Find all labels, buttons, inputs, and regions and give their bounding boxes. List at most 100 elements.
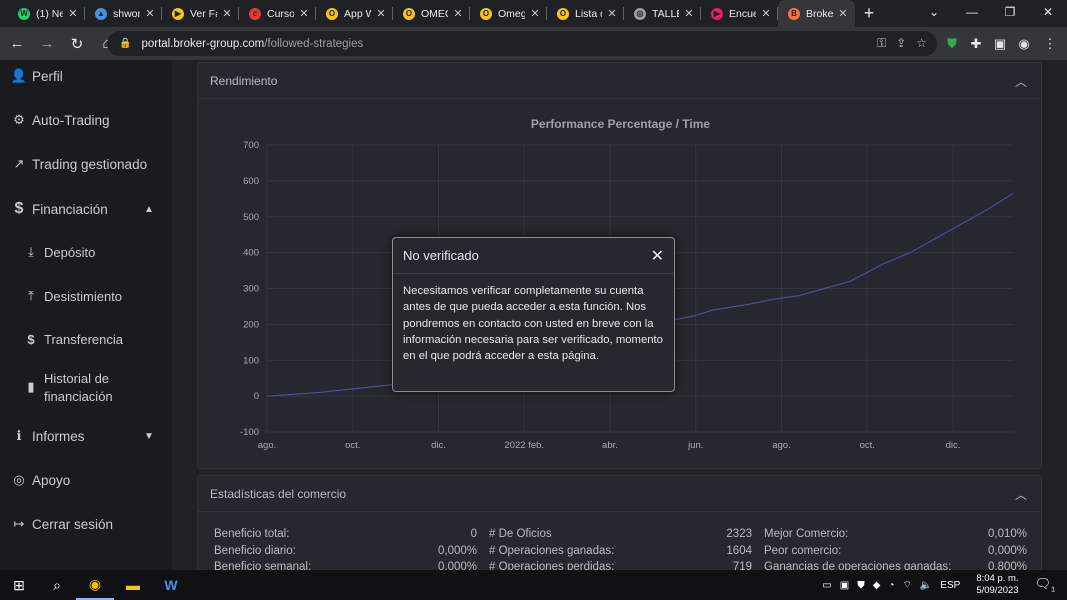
browser-tab[interactable]: ◎ TALLE ✕ bbox=[624, 0, 701, 27]
sidebar-item-apoyo[interactable]: ◎ Apoyo bbox=[10, 472, 70, 488]
sidebar-item-transferencia[interactable]: $ Transferencia bbox=[22, 332, 123, 347]
volume-icon[interactable]: 🔈 bbox=[919, 579, 933, 591]
tab-close-icon[interactable]: ✕ bbox=[145, 8, 155, 20]
tab-favicon-icon: B bbox=[788, 7, 800, 20]
browser-tab[interactable]: B Broke ✕ bbox=[778, 0, 855, 27]
stat-label: Ganancias de operaciones ganadas: bbox=[764, 561, 952, 570]
tab-favicon-icon: O bbox=[480, 7, 492, 20]
tab-close-icon[interactable]: ✕ bbox=[761, 8, 771, 20]
browser-tab[interactable]: ▶ Ver Fa ✕ bbox=[162, 0, 239, 27]
tab-favicon-icon: ▶ bbox=[711, 7, 723, 20]
browser-tab[interactable]: ▶ Encue ✕ bbox=[701, 0, 778, 27]
browser-tab[interactable]: c Curso ✕ bbox=[239, 0, 316, 27]
tab-close-icon[interactable]: ✕ bbox=[222, 8, 232, 20]
sidebar-item-financiacion[interactable]: $ Financiación ▲ bbox=[10, 200, 170, 218]
tab-close-icon[interactable]: ✕ bbox=[530, 8, 540, 20]
tab-label: Broke bbox=[806, 7, 833, 20]
sidebar-item-cerrar-sesion[interactable]: ↦ Cerrar sesión bbox=[10, 516, 113, 532]
stats-column-3: Mejor Comercio: 0,010% Peor comercio: 0,000… bbox=[764, 526, 1027, 570]
download-icon: ⤓ bbox=[28, 244, 34, 259]
dollar-icon: $ bbox=[14, 200, 24, 217]
sidebar-item-historial[interactable]: ▮ Historial de financiación bbox=[22, 370, 112, 406]
stats-card: Estadísticas del comercio ︿ Beneficio to… bbox=[197, 475, 1042, 570]
restore-icon[interactable]: ❐ bbox=[1004, 5, 1016, 19]
reload-icon[interactable]: ↻ bbox=[70, 35, 84, 53]
sidebar-item-perfil[interactable]: 👤 Perfil bbox=[10, 68, 63, 84]
system-tray: ▭ ▣ ⛊ ◆ ◔ ⌔ 🔈 ESP 8:04 p. m. 5/09/2023 🗨… bbox=[818, 570, 1067, 600]
clock[interactable]: 8:04 p. m. 5/09/2023 bbox=[972, 573, 1022, 597]
y-tick-label: 0 bbox=[254, 391, 259, 402]
puzzle-extension-icon[interactable]: ✚ bbox=[970, 35, 982, 51]
x-tick-label: dic. bbox=[946, 440, 961, 451]
network-icon[interactable]: ◔ bbox=[888, 579, 895, 591]
lifebuoy-icon: ◎ bbox=[13, 472, 25, 487]
close-icon[interactable]: ✕ bbox=[650, 248, 664, 265]
chrome-icon[interactable]: ◉ bbox=[76, 570, 114, 600]
address-bar[interactable]: 🔒 portal.broker-group.com/followed-strat… bbox=[107, 31, 937, 56]
tab-close-icon[interactable]: ✕ bbox=[68, 8, 78, 20]
sidebar-item-deposito[interactable]: ⤓ Depósito bbox=[22, 244, 95, 260]
star-icon[interactable]: ☆ bbox=[916, 36, 927, 50]
browser-tab[interactable]: ▲ shwon ✕ bbox=[85, 0, 162, 27]
url-host: portal.broker-group.com bbox=[141, 37, 265, 50]
menu-icon[interactable]: ⋮ bbox=[1043, 35, 1057, 51]
x-tick-label: oct. bbox=[345, 440, 360, 451]
share-icon[interactable]: ⇪ bbox=[896, 36, 907, 50]
tab-close-icon[interactable]: ✕ bbox=[838, 8, 848, 20]
sidebar-item-trading-gestionado[interactable]: ↗ Trading gestionado bbox=[10, 156, 148, 172]
y-tick-label: -100 bbox=[240, 427, 259, 438]
profile-avatar[interactable]: ◉ bbox=[1018, 35, 1030, 51]
sidebar-item-informes[interactable]: ℹ Informes ▼ bbox=[10, 428, 170, 444]
close-window-icon[interactable]: ✕ bbox=[1042, 5, 1054, 19]
stat-value: 0,800% bbox=[987, 561, 1027, 570]
sidebar-item-desistimiento[interactable]: ⤒ Desistimiento bbox=[22, 288, 122, 304]
browser-tab[interactable]: O Lista d ✕ bbox=[547, 0, 624, 27]
new-tab-button[interactable]: + bbox=[863, 3, 875, 23]
stat-value: 0 bbox=[470, 528, 477, 541]
tab-close-icon[interactable]: ✕ bbox=[299, 8, 309, 20]
minimize-icon[interactable]: — bbox=[966, 5, 978, 19]
stat-row: Mejor Comercio: 0,010% bbox=[764, 526, 1027, 543]
stat-row: Peor comercio: 0,000% bbox=[764, 543, 1027, 560]
language-indicator[interactable]: ESP bbox=[940, 579, 961, 591]
word-icon[interactable]: W bbox=[164, 577, 178, 593]
notification-icon[interactable]: 🗨1 bbox=[1034, 576, 1055, 594]
chevron-up-icon[interactable]: ︿ bbox=[1014, 488, 1027, 502]
color-tray-icon[interactable]: ◆ bbox=[872, 579, 881, 591]
sidebar-item-label: Informes bbox=[32, 428, 85, 444]
tab-close-icon[interactable]: ✕ bbox=[684, 8, 694, 20]
forward-icon[interactable]: → bbox=[39, 35, 55, 52]
sidepanel-icon[interactable]: ▣ bbox=[993, 35, 1007, 51]
sidebar-item-auto-trading[interactable]: ⚙ Auto-Trading bbox=[10, 112, 109, 128]
wifi-icon[interactable]: ⌔ bbox=[902, 579, 912, 591]
sidebar-item-label: Perfil bbox=[32, 68, 63, 84]
security-icon[interactable]: ⛊ bbox=[857, 579, 865, 591]
windows-start-icon[interactable]: ⊞ bbox=[13, 576, 25, 593]
tab-close-icon[interactable]: ✕ bbox=[453, 8, 463, 20]
y-axis-ticks: -100 0 100 200 300 400 500 600 700 bbox=[240, 140, 259, 438]
browser-tab[interactable]: O OMEG ✕ bbox=[393, 0, 470, 27]
clock-date: 5/09/2023 bbox=[976, 585, 1019, 596]
stat-value: 0,000% bbox=[437, 544, 477, 557]
stat-label: Beneficio total: bbox=[214, 528, 290, 541]
battery-icon[interactable]: ▭ bbox=[822, 579, 832, 591]
tab-close-icon[interactable]: ✕ bbox=[376, 8, 386, 20]
sidebar-item-label: Trading gestionado bbox=[32, 156, 148, 172]
app-tray-icon[interactable]: ▣ bbox=[839, 579, 850, 591]
logout-icon: ↦ bbox=[13, 516, 25, 531]
key-icon[interactable]: ⚿ bbox=[877, 36, 887, 50]
stats-card-header[interactable]: Estadísticas del comercio ︿ bbox=[198, 476, 1041, 512]
shield-extension-icon[interactable]: ⛊ bbox=[947, 35, 957, 51]
y-tick-label: 300 bbox=[243, 284, 259, 295]
browser-tab[interactable]: O Omeg ✕ bbox=[470, 0, 547, 27]
performance-card-header[interactable]: Rendimiento ︿ bbox=[198, 63, 1041, 99]
file-explorer-icon[interactable]: ▬ bbox=[126, 577, 140, 593]
tab-search-icon[interactable]: ⌄ bbox=[928, 5, 940, 19]
chevron-up-icon[interactable]: ︿ bbox=[1014, 75, 1027, 89]
browser-tab[interactable]: O App W ✕ bbox=[316, 0, 393, 27]
back-icon[interactable]: ← bbox=[9, 35, 25, 52]
tab-close-icon[interactable]: ✕ bbox=[607, 8, 617, 20]
url-path: /followed-strategies bbox=[264, 37, 364, 50]
browser-tab[interactable]: W (1) Ne ✕ bbox=[8, 0, 85, 27]
search-icon[interactable]: ⌕ bbox=[53, 576, 61, 593]
